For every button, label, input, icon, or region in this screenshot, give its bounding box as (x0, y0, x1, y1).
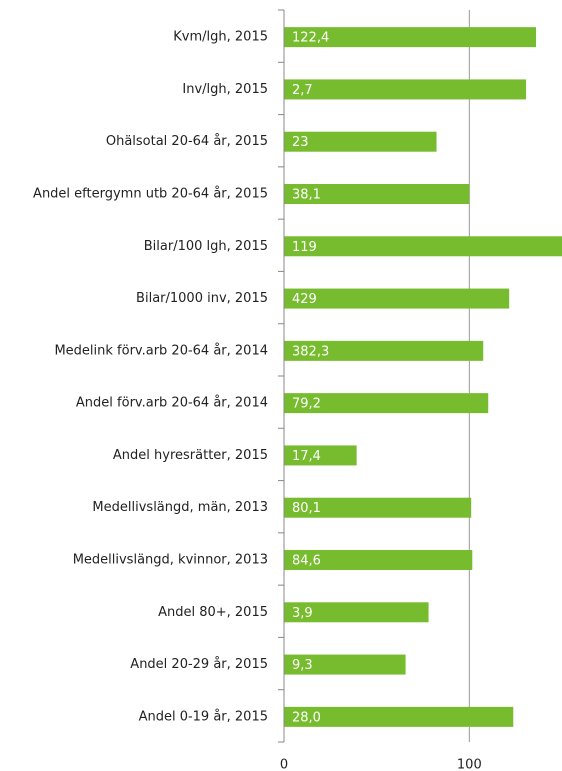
bar-annotation: 429 (292, 292, 317, 307)
bar (284, 654, 406, 675)
y-tick-label: Bilar/1000 inv, 2015 (136, 291, 268, 306)
bar-annotation: 38,1 (292, 188, 321, 203)
bar-annotation: 28,0 (292, 710, 321, 725)
bar (284, 445, 357, 466)
y-tick-label: Kvm/lgh, 2015 (173, 30, 268, 45)
bar (284, 393, 489, 414)
bar-annotation: 2,7 (292, 83, 313, 98)
x-tick-label: 0 (280, 758, 288, 771)
bar (284, 602, 429, 623)
y-tick-label: Andel hyresrätter, 2015 (113, 448, 268, 463)
bar (284, 550, 473, 570)
bar-annotation: 122,4 (292, 31, 329, 46)
bar-annotation: 9,3 (292, 658, 313, 673)
bar (284, 706, 514, 727)
bar (284, 340, 484, 361)
bar-annotation: 79,2 (292, 397, 321, 412)
y-tick-label: Andel eftergymn utb 20-64 år, 2015 (33, 187, 268, 202)
y-tick-label: Ohälsotal 20-64 år, 2015 (106, 134, 268, 149)
bar-annotation: 17,4 (292, 449, 321, 464)
bar (284, 497, 472, 518)
bar-annotation: 382,3 (292, 344, 329, 359)
bar (284, 236, 562, 257)
bar-annotation: 23 (292, 135, 309, 150)
bar (284, 79, 527, 100)
y-tick-label: Andel 80+, 2015 (158, 605, 268, 620)
bar (284, 288, 510, 309)
bar-annotation: 80,1 (292, 501, 321, 516)
y-tick-label: Medellivslängd, män, 2013 (92, 500, 268, 515)
y-tick-label: Inv/lgh, 2015 (182, 82, 268, 97)
x-tick-label: 100 (457, 758, 482, 771)
bar (284, 27, 537, 48)
bar-annotation: 119 (292, 240, 317, 255)
y-tick-label: Bilar/100 lgh, 2015 (144, 239, 268, 254)
y-tick-label: Medelink förv.arb 20-64 år, 2014 (54, 343, 268, 358)
bar (284, 131, 437, 152)
y-tick-label: Andel 20-29 år, 2015 (130, 657, 268, 672)
bar-annotation: 84,6 (292, 554, 321, 569)
y-tick-label: Andel förv.arb 20-64 år, 2014 (76, 396, 268, 411)
y-tick-label: Medellivslängd, kvinnor, 2013 (73, 553, 268, 568)
bar-annotation: 3,9 (292, 606, 313, 621)
bar (284, 184, 470, 204)
y-tick-label: Andel 0-19 år, 2015 (139, 709, 268, 724)
